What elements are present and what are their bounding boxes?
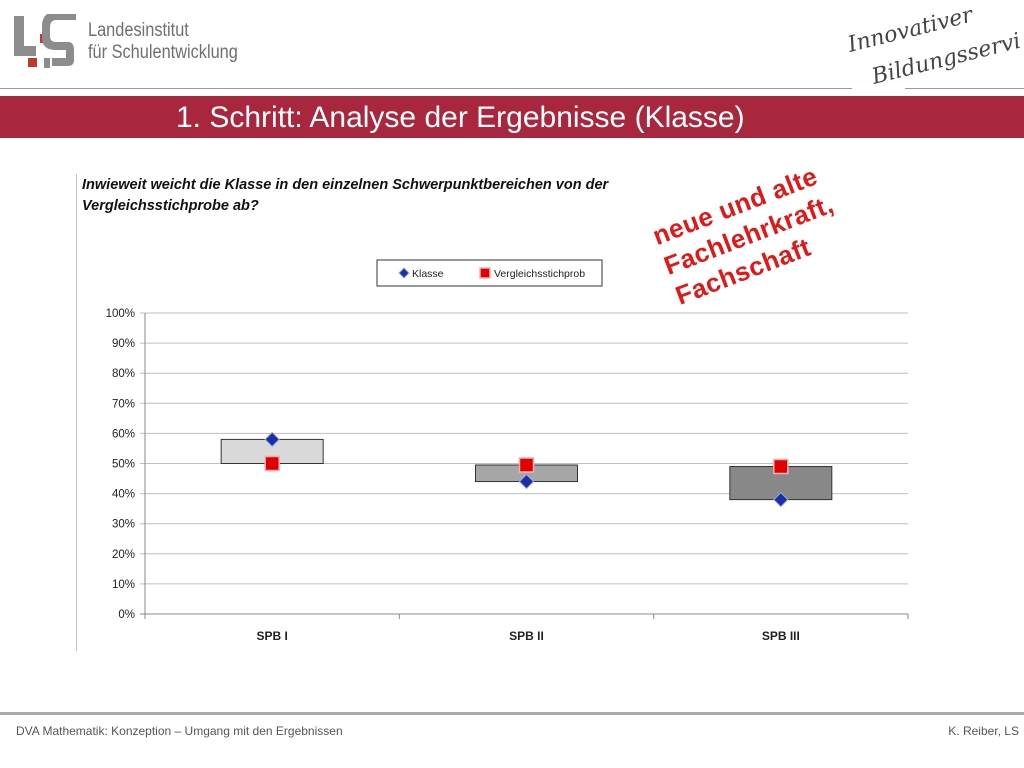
signature-logo: Innovativer Bildungsservice xyxy=(848,10,1020,90)
institute-name: Landesinstitut für Schulentwicklung xyxy=(88,20,238,64)
footer-left-text: DVA Mathematik: Konzeption – Umgang mit … xyxy=(16,724,343,738)
slide-title: 1. Schritt: Analyse der Ergebnisse (Klas… xyxy=(176,101,745,134)
y-tick-label: 40% xyxy=(112,489,135,501)
y-tick-label: 80% xyxy=(112,368,135,380)
y-tick-label: 60% xyxy=(112,428,135,440)
chart-left-rule xyxy=(76,174,77,651)
footer-right-text: K. Reiber, LS xyxy=(948,724,1019,738)
footer-divider xyxy=(0,712,1024,715)
legend-vergleich-marker xyxy=(479,267,491,279)
klasse-point xyxy=(264,431,280,448)
y-tick-label: 90% xyxy=(112,338,135,350)
header-divider-right xyxy=(905,88,1024,89)
vergleich-point xyxy=(264,455,280,472)
y-tick-label: 0% xyxy=(118,609,135,621)
institute-name-line2: für Schulentwicklung xyxy=(88,42,238,63)
y-tick-label: 10% xyxy=(112,579,135,591)
x-category-label: SPB II xyxy=(509,629,544,643)
title-band xyxy=(0,96,1024,138)
ls-logo-icon xyxy=(14,14,76,68)
header-divider xyxy=(0,88,852,89)
chart-question-line2: Vergleichsstichprobe ab? xyxy=(82,198,259,214)
klasse-point xyxy=(773,491,789,508)
chart-question-line1: Inwieweit weicht die Klasse in den einze… xyxy=(82,177,609,193)
x-category-label: SPB I xyxy=(256,629,287,643)
x-category-label: SPB III xyxy=(762,629,800,643)
legend-vergleich-label: Vergleichsstichprob xyxy=(494,268,585,280)
y-tick-label: 70% xyxy=(112,398,135,410)
y-tick-label: 30% xyxy=(112,519,135,531)
y-tick-label: 100% xyxy=(106,308,135,320)
klasse-point xyxy=(518,473,535,490)
vergleich-point xyxy=(773,458,789,475)
chart-question: Inwieweit weicht die Klasse in den einze… xyxy=(82,175,742,217)
y-tick-label: 50% xyxy=(112,459,135,471)
legend-klasse-marker xyxy=(398,267,410,279)
institute-name-line1: Landesinstitut xyxy=(88,20,189,41)
vergleich-point xyxy=(518,457,535,473)
legend-klasse-label: Klasse xyxy=(412,268,444,280)
y-tick-label: 20% xyxy=(112,549,135,561)
